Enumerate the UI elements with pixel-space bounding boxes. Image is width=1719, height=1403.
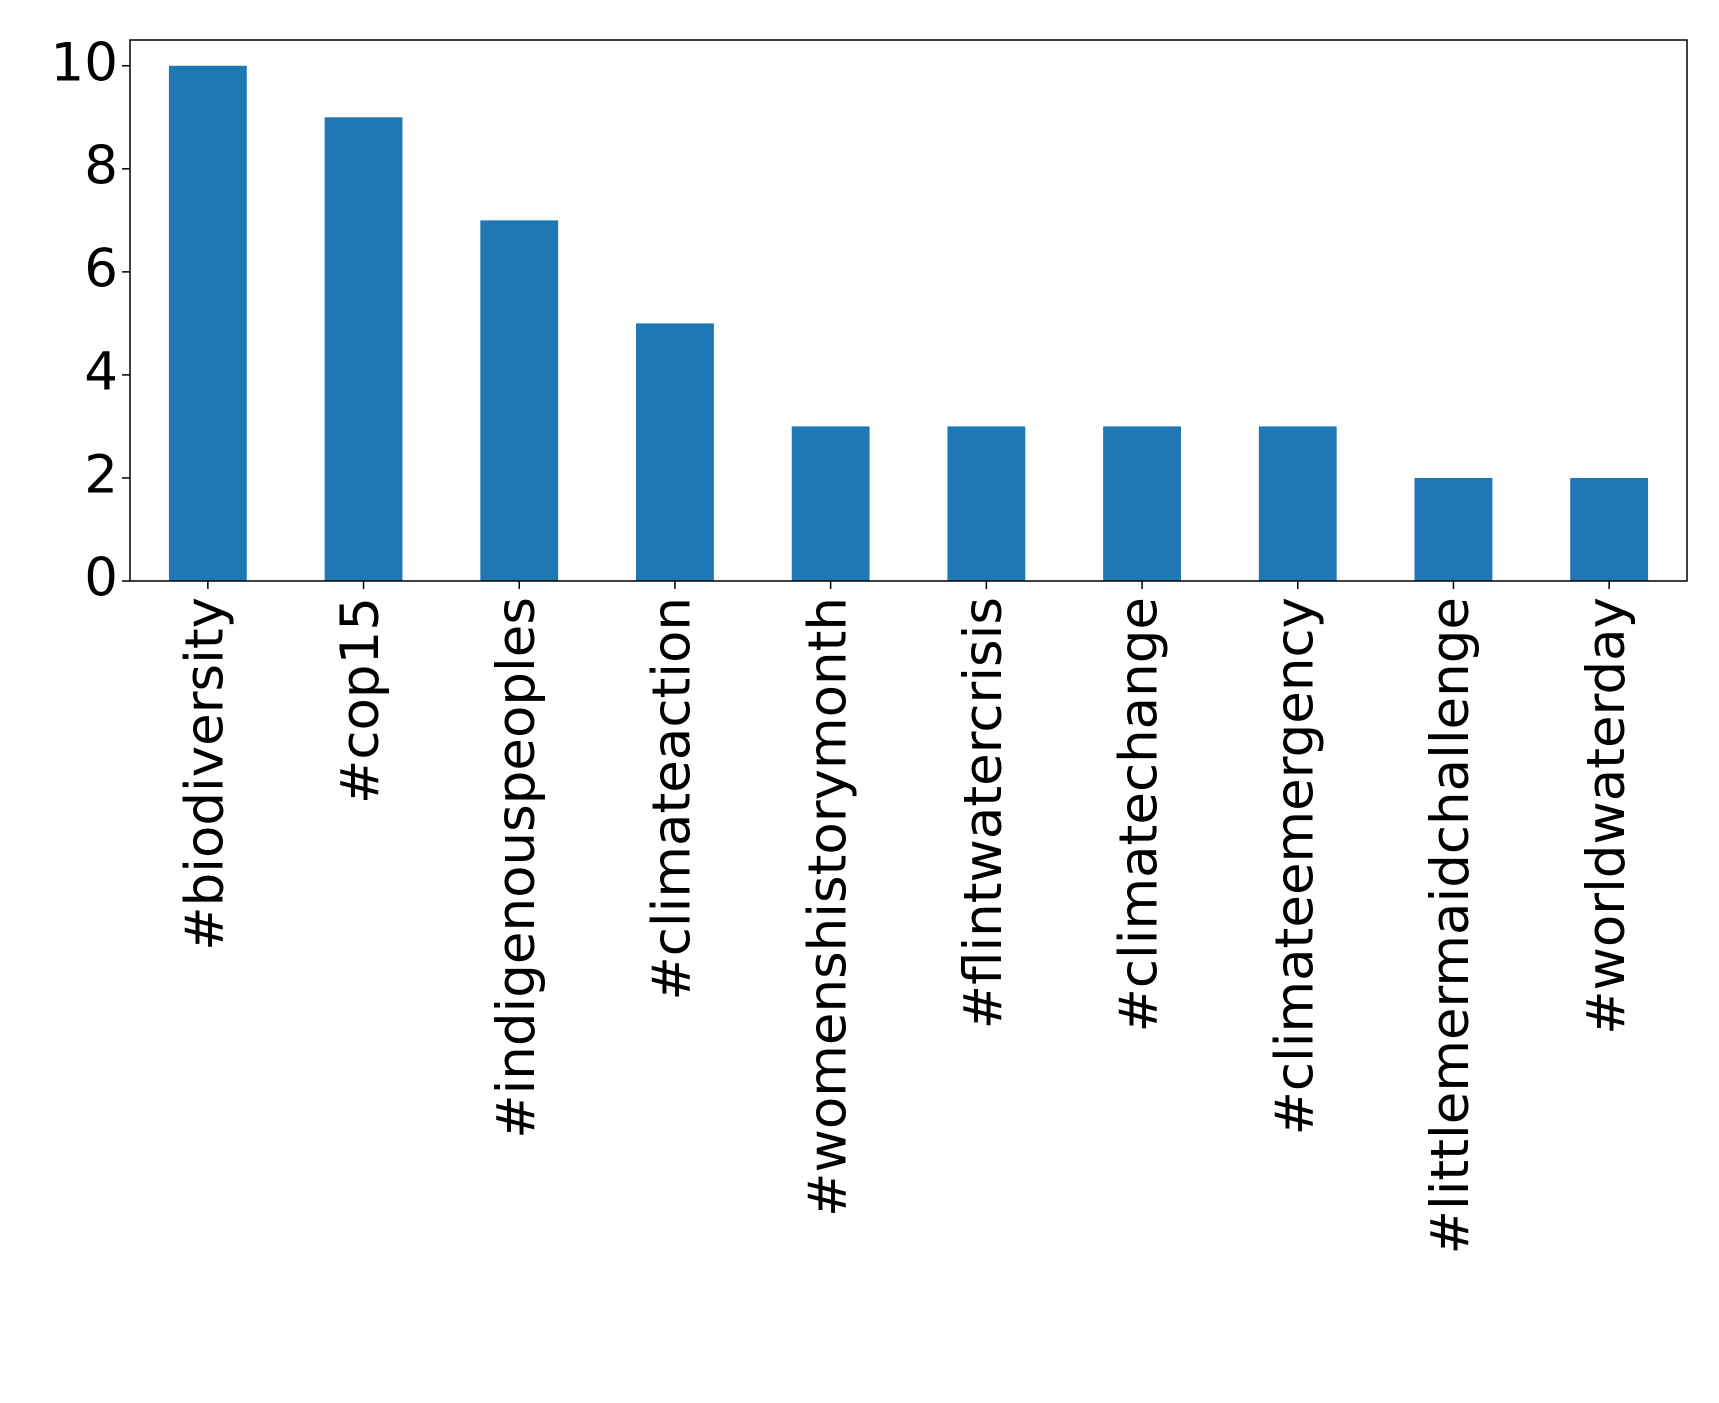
x-tick-label: #womenshistorymonth: [797, 597, 858, 1217]
x-tick-label: #climateemergency: [1264, 597, 1325, 1136]
y-tick-label: 0: [84, 548, 118, 609]
bar: [947, 426, 1026, 581]
y-tick-label: 4: [84, 342, 118, 403]
bar: [1414, 477, 1493, 581]
y-tick-label: 6: [84, 238, 118, 299]
bar: [1570, 477, 1649, 581]
x-tick-label: #indigenouspeoples: [486, 597, 547, 1139]
x-tick-label: #cop15: [330, 597, 391, 804]
x-tick-label: #climatechange: [1109, 597, 1170, 1033]
bar: [324, 117, 403, 582]
y-tick-label: 10: [51, 32, 118, 93]
bar: [636, 323, 714, 581]
bar: [1258, 426, 1337, 581]
x-tick-label: #littlemermaidchallenge: [1420, 597, 1481, 1254]
bar: [480, 220, 559, 582]
plot-frame: [129, 39, 1688, 582]
x-tick-label: #climateaction: [642, 597, 703, 1001]
y-tick-label: 2: [84, 445, 118, 506]
bar: [168, 65, 247, 581]
bar: [1103, 426, 1181, 581]
x-tick-label: #worldwaterday: [1576, 597, 1637, 1035]
y-tick-label: 8: [84, 135, 118, 196]
bar: [791, 426, 870, 581]
x-tick-label: #biodiversity: [174, 597, 235, 951]
x-tick-label: #flintwatercrisis: [953, 597, 1014, 1029]
